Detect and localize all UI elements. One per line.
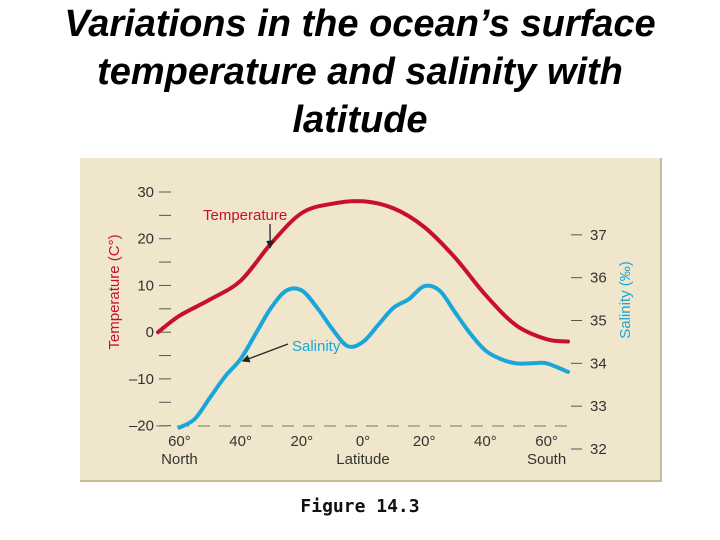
title-line: latitude [292, 99, 428, 141]
x-axis-tick-label: 40° [229, 433, 252, 450]
x-axis-sub-label: Latitude [336, 451, 389, 468]
annotations: Temperature Salinity [203, 207, 341, 363]
temperature-label: Temperature [203, 207, 287, 224]
right-axis-tick-label: 34 [590, 355, 607, 372]
right-axis-tick-label: 35 [590, 313, 607, 330]
salinity-label: Salinity [292, 338, 341, 355]
left-axis-tick-label: 0 [146, 324, 154, 341]
x-axis-tick-label: 40° [474, 433, 497, 450]
right-axis-label: Salinity (‰) [617, 261, 634, 339]
x-axis-sub-label: South [527, 451, 566, 468]
left-axis: 30 20 10 0 –10 –20 [129, 184, 171, 435]
left-axis-tick-label: –20 [129, 418, 154, 435]
right-axis: 37 36 35 34 33 32 [571, 227, 607, 458]
x-axis-tick-label: 20° [290, 433, 313, 450]
x-axis-sub-label: North [161, 451, 198, 468]
right-axis-tick-label: 33 [590, 398, 607, 415]
right-axis-tick-label: 32 [590, 441, 607, 458]
x-axis-tick-label: 60° [168, 433, 191, 450]
left-axis-tick-label: 30 [137, 184, 154, 201]
figure-panel: 30 20 10 0 –10 –20 37 36 35 34 33 32 60° North 40° 20… [80, 158, 662, 482]
x-axis-tick-label: 60° [535, 433, 558, 450]
right-axis-tick-label: 37 [590, 227, 607, 244]
title-line: temperature and salinity with [97, 51, 623, 93]
left-axis-tick-label: 10 [137, 277, 154, 294]
left-axis-tick-label: –10 [129, 371, 154, 388]
right-axis-tick-label: 36 [590, 270, 607, 287]
salinity-arrow [241, 343, 289, 363]
figure-caption: Figure 14.3 [300, 496, 420, 517]
x-axis-tick-label: 0° [356, 433, 370, 450]
series-lines [156, 199, 570, 430]
x-axis-tick-label: 20° [413, 433, 436, 450]
slide-title: Variations in the ocean’s surface temper… [0, 0, 720, 144]
left-axis-label: Temperature (C°) [106, 234, 123, 349]
salinity-line [177, 283, 570, 430]
temperature-line [156, 199, 570, 344]
title-line: Variations in the ocean’s surface [64, 3, 656, 45]
left-axis-tick-label: 20 [137, 231, 154, 248]
